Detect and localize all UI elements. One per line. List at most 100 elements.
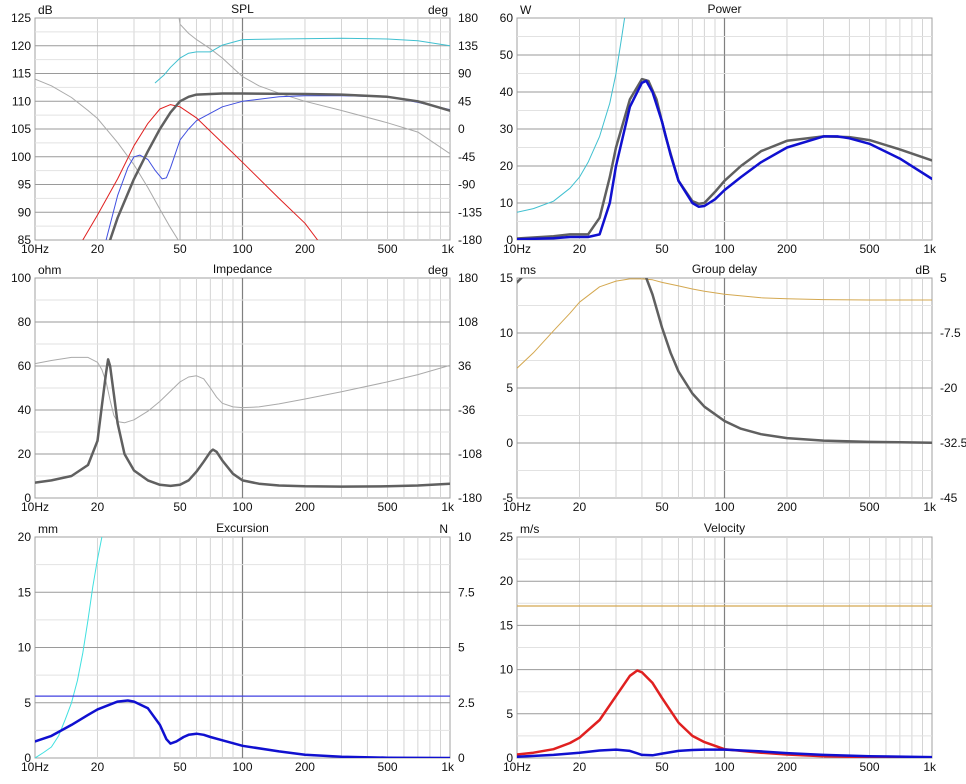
y-tick-label: 100 (11, 150, 31, 164)
x-tick-label: 200 (777, 760, 797, 774)
y-tick-label: 10 (500, 663, 514, 677)
excursion-series-line (35, 537, 103, 758)
group-delay-series-line (645, 278, 932, 444)
x-tick-label: 500 (378, 500, 398, 514)
x-tick-label: 20 (573, 500, 587, 514)
x-tick-label: 50 (655, 242, 669, 256)
y-tick-label: 30 (500, 122, 514, 136)
x-tick-label: 10Hz (21, 500, 49, 514)
spl-series-line (105, 95, 450, 240)
x-tick-label: 200 (295, 242, 315, 256)
x-tick-label: 1k (441, 760, 455, 774)
right-y-tick-label: -45 (458, 150, 476, 164)
x-tick-label: 500 (860, 760, 880, 774)
right-y-tick-label: 10 (458, 530, 472, 544)
y-tick-label: 10 (500, 326, 514, 340)
y-tick-label: 10 (18, 641, 32, 655)
right-y-tick-label: 2.5 (458, 696, 475, 710)
power-series-line (517, 79, 932, 240)
y-tick-label: 15 (500, 271, 514, 285)
x-tick-label: 20 (91, 242, 105, 256)
impedance-chart: Impedance 10Hz 20 50 100 200 500 1k 0 20 40 60 80 100… (11, 262, 482, 514)
y-tick-label: -5 (502, 491, 513, 505)
spl-chart: SPL 10Hz 20 50 100 200 500 1k 85 90 95 100 105 110 115… (11, 2, 482, 256)
x-tick-label: 500 (860, 242, 880, 256)
spl-series-line (154, 37, 450, 84)
right-y-tick-label: -135 (458, 205, 482, 219)
x-tick-label: 10Hz (21, 760, 49, 774)
chart-title: Excursion (216, 521, 269, 535)
x-tick-label: 20 (573, 242, 587, 256)
x-tick-label: 100 (714, 760, 734, 774)
x-tick-label: 10Hz (503, 242, 531, 256)
y-tick-label: 90 (18, 205, 32, 219)
x-tick-label: 1k (441, 500, 455, 514)
x-tick-label: 100 (232, 760, 252, 774)
x-tick-label: 10Hz (503, 760, 531, 774)
y-tick-label: 105 (11, 122, 31, 136)
spl-series-line (108, 92, 450, 240)
right-y-tick-label: 180 (458, 11, 478, 25)
y-tick-label: 20 (18, 530, 32, 544)
chart-title: Velocity (704, 521, 745, 535)
power-chart: Power 10Hz 20 50 100 200 500 1k 0 10 20 30 40 50 60 W (500, 2, 937, 256)
velocity-series-line (517, 669, 932, 758)
x-tick-label: 200 (295, 760, 315, 774)
y-tick-label: 0 (24, 751, 31, 765)
y-axis-unit: ohm (38, 263, 61, 277)
right-y-tick-label: -7.5 (940, 326, 961, 340)
right-y-tick-label: 36 (458, 359, 472, 373)
x-tick-label: 20 (91, 760, 105, 774)
right-y-tick-label: 180 (458, 271, 478, 285)
group-delay-chart: Group delay 10Hz 20 50 100 200 500 1k -5 0 5 10 15 ms… (500, 262, 966, 514)
y-tick-label: 115 (12, 67, 31, 81)
x-tick-label: 50 (173, 760, 187, 774)
y-tick-label: 5 (24, 696, 31, 710)
y-tick-label: 5 (506, 707, 513, 721)
y-axis-unit: ms (520, 263, 536, 277)
x-tick-label: 10Hz (503, 500, 531, 514)
right-y-tick-label: -90 (458, 178, 476, 192)
spl-series-line (178, 18, 450, 155)
right-y-tick-label: 7.5 (458, 585, 475, 599)
right-y-tick-label: -32.5 (940, 436, 966, 450)
right-y-tick-label: -36 (458, 403, 476, 417)
y-tick-label: 0 (506, 436, 513, 450)
y-tick-label: 0 (506, 751, 513, 765)
y-tick-label: 120 (11, 39, 31, 53)
y-tick-label: 40 (500, 85, 514, 99)
x-tick-label: 200 (777, 242, 797, 256)
group-delay-series-line (517, 278, 932, 369)
y-axis-unit: mm (38, 522, 58, 536)
right-y-tick-label: 45 (458, 94, 472, 108)
x-tick-label: 200 (295, 500, 315, 514)
velocity-chart: Velocity 10Hz 20 50 100 200 500 1k 0 5 10 15 20 25 m/s (500, 521, 937, 774)
right-y-axis-unit: N (439, 522, 448, 536)
right-y-tick-label: -180 (458, 233, 482, 247)
x-tick-label: 50 (655, 500, 669, 514)
y-tick-label: 5 (506, 381, 513, 395)
right-y-tick-label: 0 (458, 122, 465, 136)
right-y-tick-label: 90 (458, 67, 472, 81)
y-tick-label: 25 (500, 530, 514, 544)
right-y-tick-label: -108 (458, 447, 482, 461)
impedance-series-line (35, 356, 450, 424)
spl-series-line (35, 78, 179, 240)
right-y-tick-label: 108 (458, 315, 478, 329)
x-tick-label: 500 (860, 500, 880, 514)
x-tick-label: 100 (714, 500, 734, 514)
y-tick-label: 60 (500, 11, 514, 25)
group-delay-series-line (517, 278, 523, 284)
right-y-tick-label: 5 (458, 641, 465, 655)
y-tick-label: 110 (12, 94, 31, 108)
y-tick-label: 15 (500, 618, 514, 632)
x-tick-label: 200 (777, 500, 797, 514)
x-tick-label: 50 (173, 242, 187, 256)
y-tick-label: 15 (18, 585, 32, 599)
x-tick-label: 1k (923, 500, 937, 514)
y-tick-label: 10 (500, 196, 514, 210)
y-axis-unit: W (520, 3, 532, 17)
chart-title: Group delay (692, 262, 757, 276)
